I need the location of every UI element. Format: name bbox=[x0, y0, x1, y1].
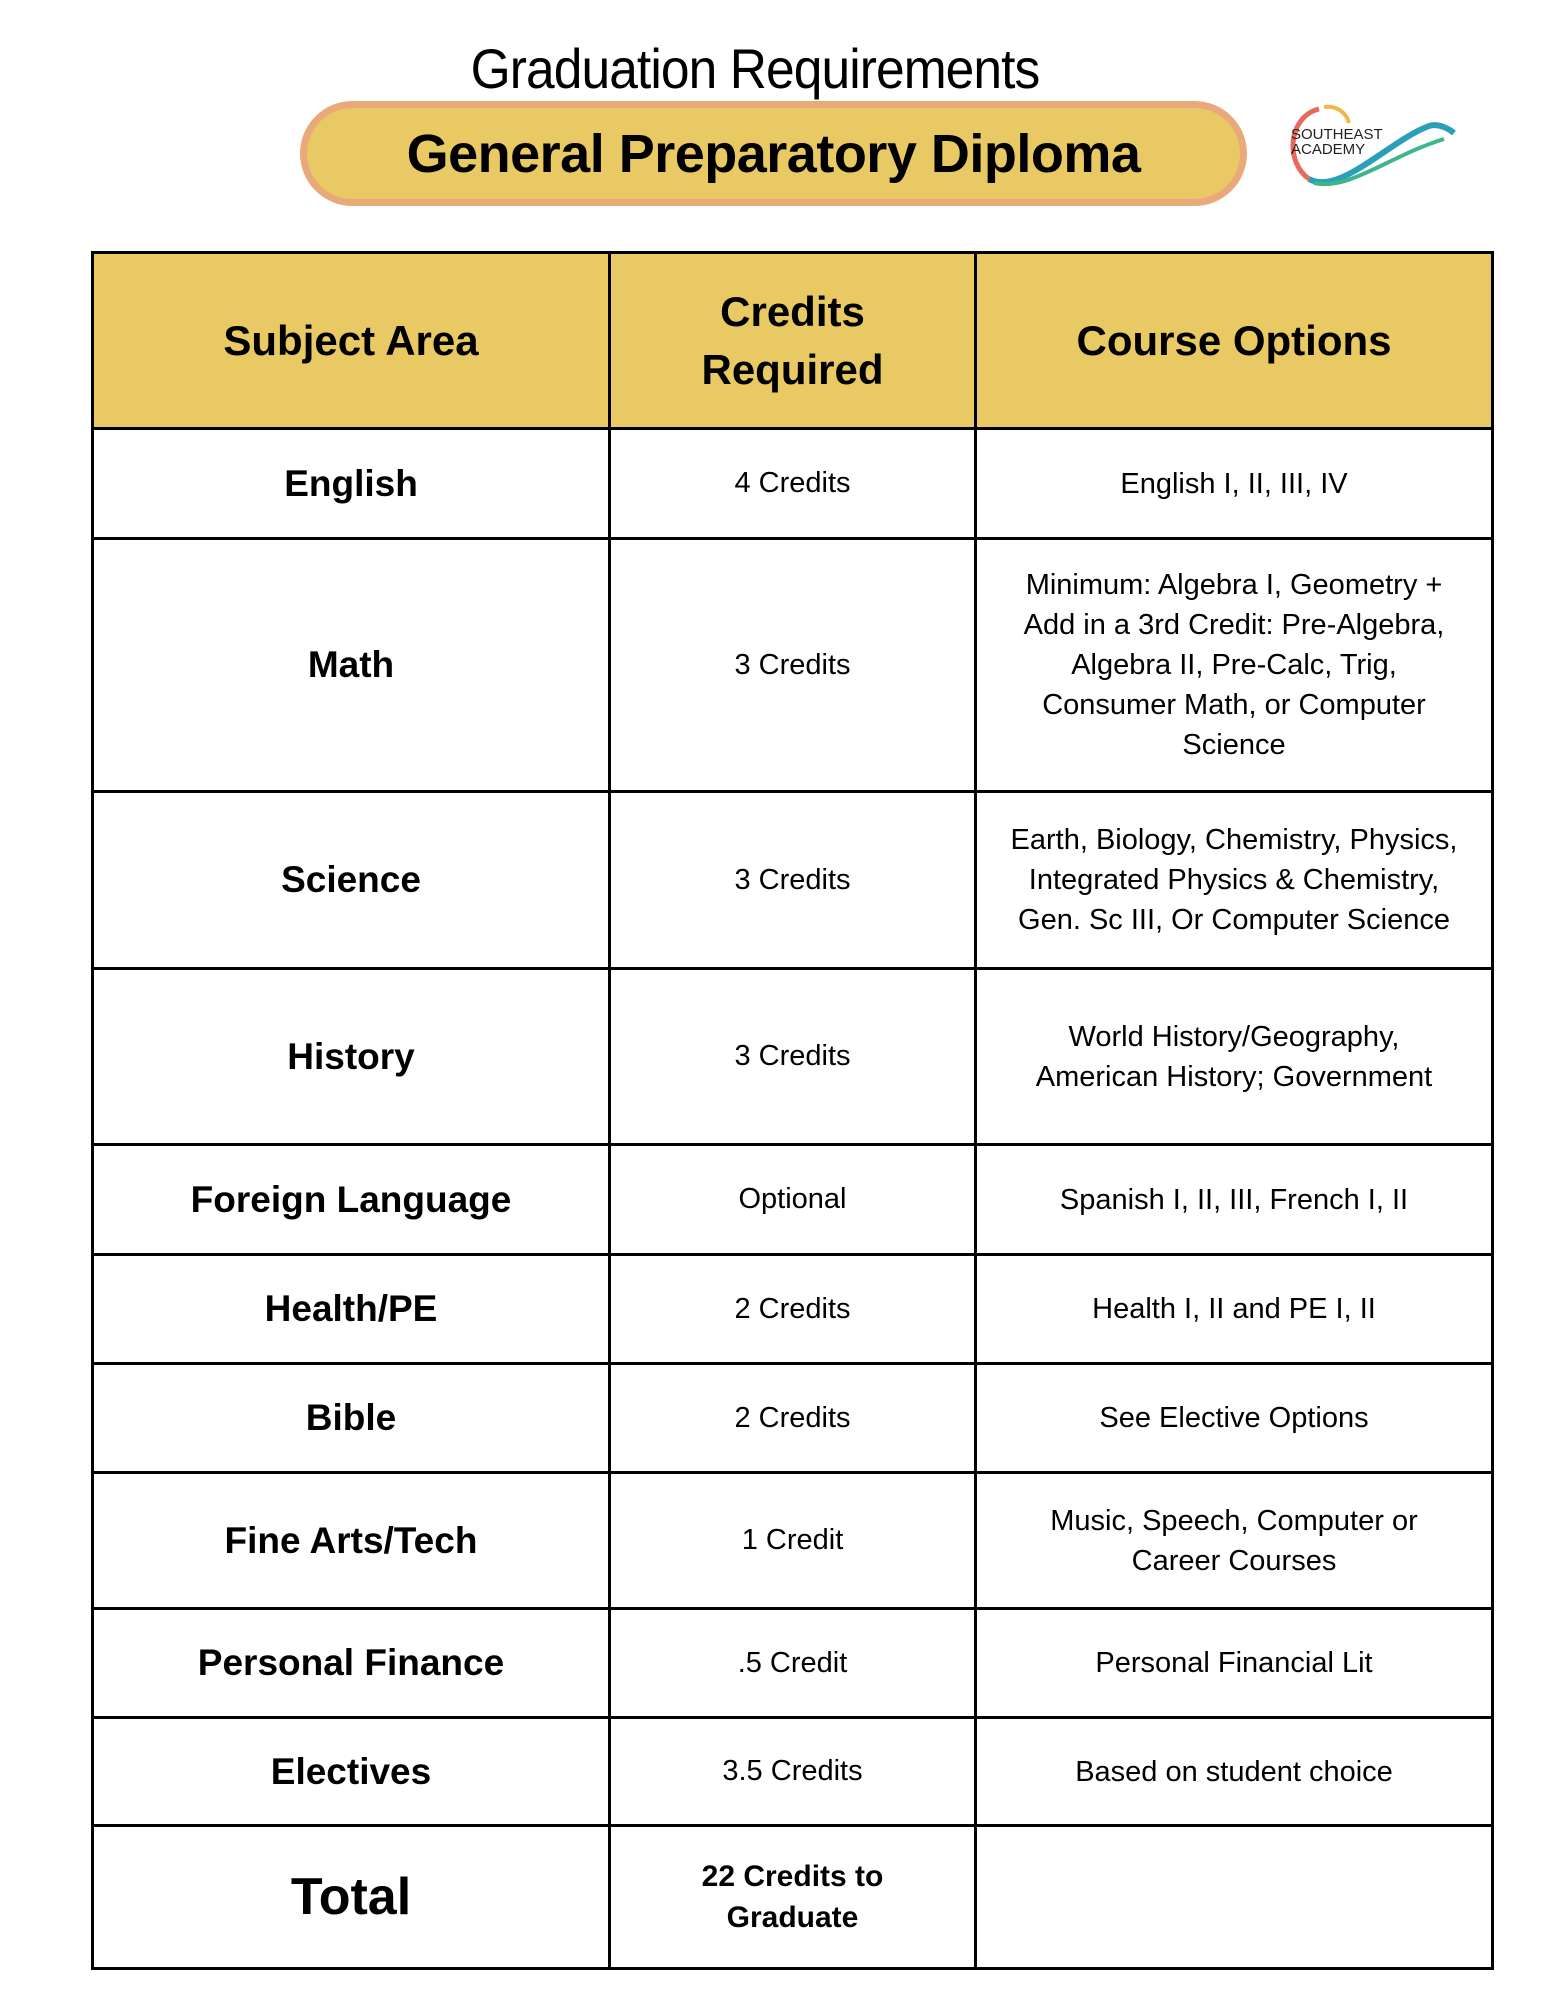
course-option-line: Minimum: Algebra I, Geometry + bbox=[1025, 569, 1443, 601]
course-option-line: Add in a 3rd Credit: Pre-Algebra, bbox=[1023, 609, 1445, 641]
course-option-line: World History/Geography, bbox=[1068, 1020, 1400, 1053]
credits-cell: .5 Credit bbox=[608, 1607, 977, 1719]
course-option-line: Based on student choice bbox=[1075, 1755, 1393, 1788]
diploma-title: General Preparatory Diploma bbox=[406, 123, 1141, 184]
subject-cell: English bbox=[91, 427, 611, 540]
course-options-cell: Earth, Biology, Chemistry, Physics, Integ… bbox=[974, 790, 1494, 970]
table-row: Science 3 Credits Earth, Biology, Chemis… bbox=[91, 790, 1494, 970]
credits-cell: 2 Credits bbox=[608, 1362, 977, 1474]
table-row: Health/PE 2 Credits Health I, II and PE … bbox=[91, 1253, 1494, 1365]
subject-cell: Math bbox=[91, 537, 611, 793]
credits-cell: 2 Credits bbox=[608, 1253, 977, 1365]
table-row: Electives 3.5 Credits Based on student c… bbox=[91, 1716, 1494, 1827]
table-header-row: Subject Area Credits Required Course Opt… bbox=[91, 251, 1494, 430]
course-option-line: English I, II, III, IV bbox=[1120, 467, 1348, 500]
course-option-line: Earth, Biology, Chemistry, Physics, bbox=[1010, 824, 1458, 856]
credits-cell: 3 Credits bbox=[608, 537, 977, 793]
credits-cell: 3 Credits bbox=[608, 967, 977, 1146]
table-row: Foreign Language Optional Spanish I, II,… bbox=[91, 1143, 1494, 1256]
course-option-line: Career Courses bbox=[1131, 1544, 1337, 1577]
course-option-line: Consumer Math, or Computer bbox=[1042, 689, 1426, 721]
credits-cell: 1 Credit bbox=[608, 1471, 977, 1610]
logo-text: SOUTHEAST ACADEMY bbox=[1291, 126, 1383, 158]
credits-cell: 3.5 Credits bbox=[608, 1716, 977, 1827]
course-option-line: American History; Government bbox=[1035, 1060, 1433, 1093]
course-option-line: Gen. Sc III, Or Computer Science bbox=[1018, 904, 1450, 936]
course-options-cell: Health I, II and PE I, II bbox=[974, 1253, 1494, 1365]
subject-cell: Personal Finance bbox=[91, 1607, 611, 1719]
column-header-subject: Subject Area bbox=[91, 251, 611, 430]
total-options-cell bbox=[974, 1824, 1494, 1970]
course-option-line: Spanish I, II, III, French I, II bbox=[1059, 1183, 1409, 1216]
table-row: Personal Finance .5 Credit Personal Fina… bbox=[91, 1607, 1494, 1719]
total-label: Total bbox=[91, 1824, 611, 1970]
table-row: English 4 Credits English I, II, III, IV bbox=[91, 427, 1494, 540]
course-option-line: Integrated Physics & Chemistry, bbox=[1028, 864, 1440, 896]
course-options-cell: Based on student choice bbox=[974, 1716, 1494, 1827]
table-row: Math 3 Credits Minimum: Algebra I, Geome… bbox=[91, 537, 1494, 793]
subject-cell: Health/PE bbox=[91, 1253, 611, 1365]
course-options-cell: Spanish I, II, III, French I, II bbox=[974, 1143, 1494, 1256]
table-row: Bible 2 Credits See Elective Options bbox=[91, 1362, 1494, 1474]
school-logo: SOUTHEAST ACADEMY bbox=[1279, 101, 1459, 191]
credits-cell: 3 Credits bbox=[608, 790, 977, 970]
diploma-banner: General Preparatory Diploma bbox=[300, 101, 1247, 206]
total-row: Total 22 Credits to Graduate bbox=[91, 1824, 1494, 1970]
course-option-line: Science bbox=[1182, 729, 1286, 761]
subject-cell: History bbox=[91, 967, 611, 1146]
course-option-line: Personal Financial Lit bbox=[1095, 1647, 1373, 1679]
table-row: Fine Arts/Tech 1 Credit Music, Speech, C… bbox=[91, 1471, 1494, 1610]
course-options-cell: World History/Geography, American History… bbox=[974, 967, 1494, 1146]
subject-cell: Electives bbox=[91, 1716, 611, 1827]
subject-cell: Fine Arts/Tech bbox=[91, 1471, 611, 1610]
subject-cell: Foreign Language bbox=[91, 1143, 611, 1256]
course-options-cell: English I, II, III, IV bbox=[974, 427, 1494, 540]
course-option-line: Music, Speech, Computer or bbox=[1050, 1504, 1418, 1537]
subject-cell: Science bbox=[91, 790, 611, 970]
table-row: History 3 Credits World History/Geograph… bbox=[91, 967, 1494, 1146]
subject-cell: Bible bbox=[91, 1362, 611, 1474]
total-credits: 22 Credits to Graduate bbox=[608, 1824, 977, 1970]
course-options-cell: Personal Financial Lit bbox=[974, 1607, 1494, 1719]
credits-cell: Optional bbox=[608, 1143, 977, 1256]
course-options-cell: Music, Speech, Computer or Career Courses bbox=[974, 1471, 1494, 1610]
column-header-credits: Credits Required bbox=[608, 251, 977, 430]
column-header-options: Course Options bbox=[974, 251, 1494, 430]
credits-cell: 4 Credits bbox=[608, 427, 977, 540]
course-options-cell: See Elective Options bbox=[974, 1362, 1494, 1474]
page-title: Graduation Requirements bbox=[470, 37, 1041, 100]
requirements-table: Subject Area Credits Required Course Opt… bbox=[91, 251, 1494, 1970]
course-options-cell: Minimum: Algebra I, Geometry + Add in a 3… bbox=[974, 537, 1494, 793]
course-option-line: See Elective Options bbox=[1099, 1402, 1369, 1434]
course-option-line: Algebra II, Pre-Calc, Trig, bbox=[1071, 649, 1397, 681]
course-option-line: Health I, II and PE I, II bbox=[1092, 1293, 1376, 1325]
